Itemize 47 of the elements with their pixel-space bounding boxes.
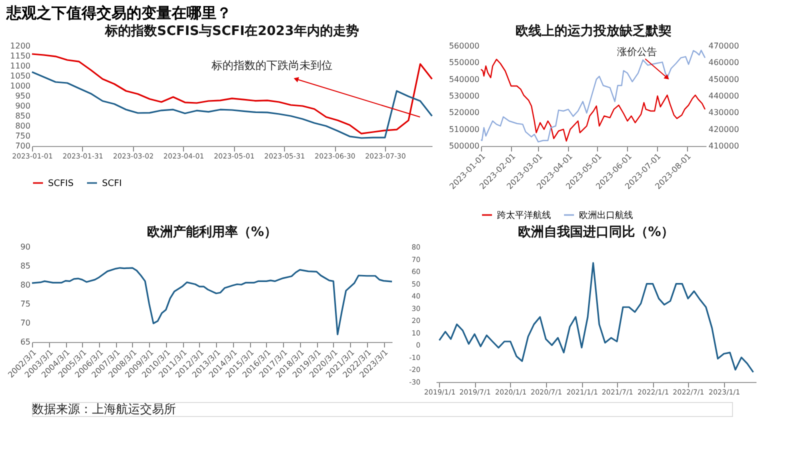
- y-tick-label: 90: [20, 242, 30, 252]
- y-tick-label: 85: [20, 262, 30, 270]
- line-series: [31, 71, 433, 139]
- y-tick-label: 520000: [448, 108, 480, 118]
- y2-tick-label: 430000: [708, 108, 740, 118]
- chart-title: 欧洲自我国进口同比（%）: [518, 224, 674, 240]
- legend-label: SCFIS: [48, 179, 74, 189]
- y-tick-label: 500000: [448, 142, 480, 150]
- annotation: 标的指数的下跌尚未到位: [210, 59, 332, 72]
- text: 悲观之下值得交易的变量在哪里？: [6, 4, 232, 22]
- y2-tick-label: 450000: [708, 74, 740, 84]
- y-tick-label: 700: [15, 142, 30, 150]
- legend-label: SCFI: [102, 179, 122, 189]
- y-tick-label: 65: [20, 338, 30, 346]
- legend-label: 跨太平洋航线: [497, 210, 551, 221]
- y-tick-label: 75: [20, 300, 30, 308]
- y-tick-label: 900: [15, 102, 30, 110]
- y2-tick-label: 410000: [708, 142, 740, 150]
- y-tick-label: 850: [15, 112, 30, 120]
- y-tick-label: 750: [15, 132, 30, 140]
- y-tick-label: 530000: [448, 92, 480, 100]
- chart-title: 标的指数SCFIS与SCFI在2023年内的走势: [104, 23, 359, 39]
- y-tick-label: 950: [15, 92, 30, 100]
- y2-tick-label: 460000: [708, 58, 740, 68]
- chart-title: 欧线上的运力投放缺乏默契: [516, 23, 672, 39]
- y-tick-label: 540000: [448, 74, 480, 84]
- y-tick-label: 1050: [10, 72, 30, 80]
- line-series: [438, 262, 754, 373]
- legend-label: 欧洲出口航线: [579, 210, 633, 221]
- y-tick-label: 510000: [448, 124, 480, 134]
- source-note: 数据来源：上海航运交易所: [32, 402, 176, 416]
- y-tick-label: 1000: [10, 82, 30, 90]
- y2-tick-label: 470000: [708, 42, 740, 50]
- y-tick-label: 550000: [448, 58, 480, 68]
- y-tick-label: 1200: [10, 42, 30, 50]
- annotation: 涨价公告: [617, 46, 658, 58]
- y-tick-label: 560000: [448, 42, 480, 50]
- line-series: [31, 267, 393, 336]
- y-tick-label: 800: [15, 122, 30, 130]
- line-series: [31, 53, 433, 134]
- y-tick-label: 1100: [10, 62, 30, 70]
- chart-title: 欧洲产能利用率（%）: [146, 224, 278, 240]
- y-tick-label: 1150: [10, 52, 30, 60]
- y-tick-label: 80: [20, 280, 30, 290]
- y2-tick-label: 420000: [708, 124, 740, 134]
- y2-tick-label: 440000: [708, 92, 740, 100]
- y-tick-label: 70: [20, 318, 30, 328]
